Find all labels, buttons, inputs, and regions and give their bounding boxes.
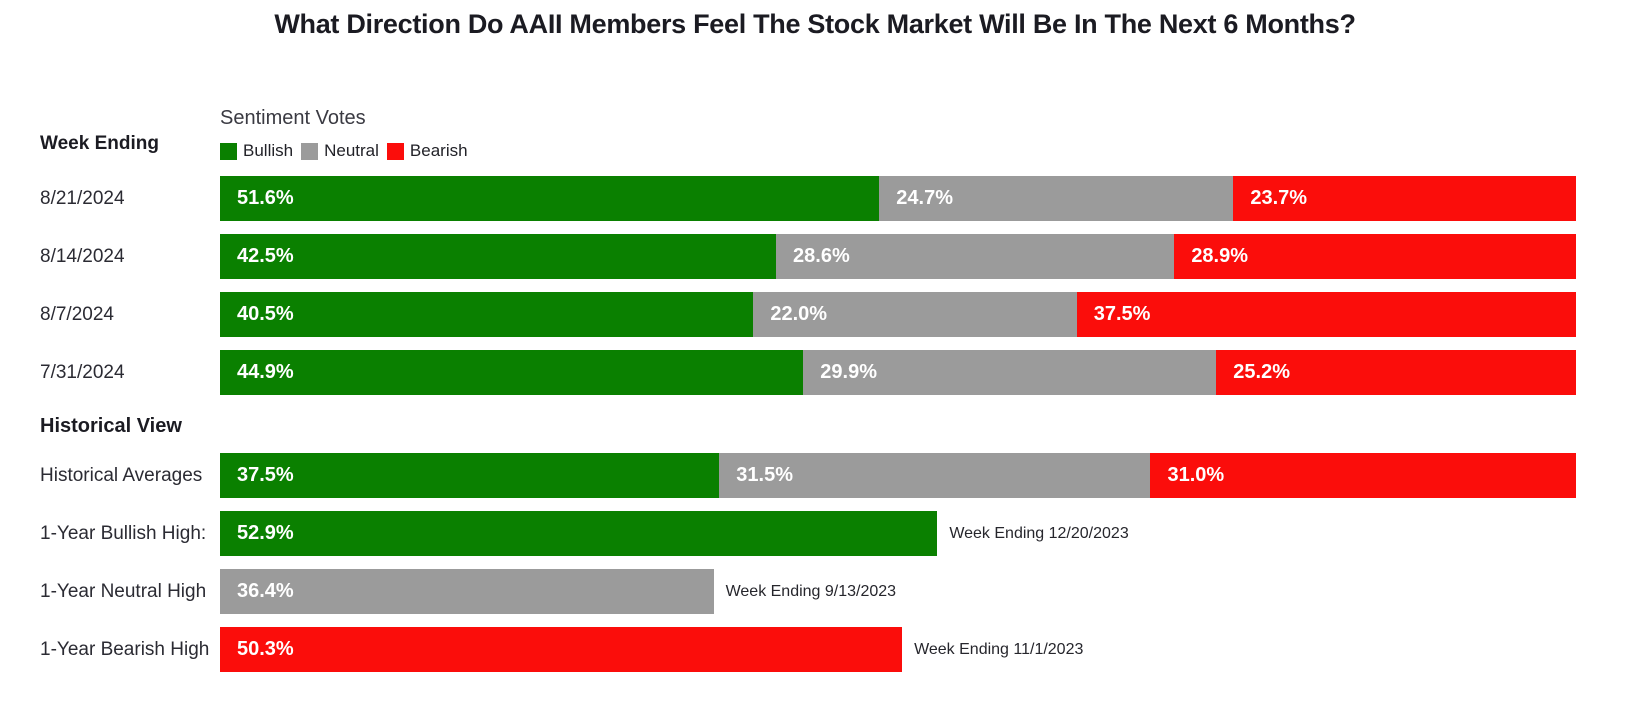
row-label: 8/14/2024 — [40, 245, 125, 267]
bar-track: 42.5% 28.6% 28.9% — [220, 234, 1576, 279]
bar-segment-neutral: 31.5% — [719, 453, 1151, 498]
bar-segment-bullish: 37.5% — [220, 453, 720, 498]
bar-value-label: 28.9% — [1191, 245, 1249, 267]
bar-value-label: 51.6% — [237, 187, 294, 209]
bar-annotation: Week Ending 12/20/2023 — [949, 524, 1129, 542]
bar-track: 51.6% 24.7% 23.7% — [220, 176, 1576, 221]
bar-annotation: Week Ending 9/13/2023 — [725, 582, 897, 600]
bar-value-label: 24.7% — [896, 187, 954, 209]
legend-item-label: Bearish — [409, 141, 468, 160]
bar-row: 8/21/2024 51.6% 24.7% 23.7% — [0, 176, 1630, 221]
bar-segment-bullish: 42.5% — [220, 234, 777, 279]
bar-segment-bearish: 37.5% — [1076, 292, 1576, 337]
bar-value-label: 36.4% — [237, 580, 294, 602]
bar-row: 1-Year Neutral High 36.4% Week Ending 9/13… — [0, 569, 1630, 614]
bar-value-label: 37.5% — [1093, 303, 1151, 325]
bar-track: 37.5% 31.5% 31.0% — [220, 453, 1576, 498]
row-label: 7/31/2024 — [40, 361, 125, 383]
legend-item-neutral: Neutral — [301, 141, 379, 161]
bar-value-label: 44.9% — [237, 361, 294, 383]
week-ending-header: Week Ending — [40, 133, 159, 154]
row-label: Historical Averages — [40, 464, 203, 486]
bar-segment-bearish: 23.7% — [1233, 176, 1576, 221]
row-label: 8/7/2024 — [40, 303, 114, 325]
bar-row: 7/31/2024 44.9% 29.9% 25.2% — [0, 350, 1630, 395]
legend-title: Sentiment Votes — [220, 107, 366, 129]
legend-items: Bullish Neutral Bearish — [220, 141, 468, 161]
chart-title: What Direction Do AAII Members Feel The … — [274, 9, 1356, 39]
bar-annotation: Week Ending 11/1/2023 — [914, 640, 1084, 658]
bullish-swatch-icon — [220, 142, 237, 160]
row-label: 1-Year Bearish High — [40, 638, 210, 660]
bar-value-label: 31.5% — [736, 464, 793, 486]
bar-segment-bullish: 52.9% — [220, 511, 938, 556]
bar-segment-bearish: 25.2% — [1216, 350, 1576, 395]
bar-segment-neutral: 28.6% — [776, 234, 1175, 279]
historical-view-header: Historical View — [40, 415, 182, 437]
bar-value-label: 40.5% — [237, 303, 294, 325]
bar-value-label: 29.9% — [820, 361, 877, 383]
legend-item-label: Bullish — [243, 141, 294, 160]
bar-row: 8/7/2024 40.5% 22.0% 37.5% — [0, 292, 1630, 337]
row-label: 1-Year Bullish High: — [40, 522, 207, 544]
bar-segment-neutral: 36.4% — [220, 569, 714, 614]
bar-segment-neutral: 24.7% — [879, 176, 1234, 221]
legend: Sentiment Votes Bullish Neutral Bearish — [220, 107, 468, 161]
legend-item-label: Neutral — [324, 141, 379, 160]
bar-segment-bullish: 40.5% — [220, 292, 754, 337]
bar-value-label: 23.7% — [1250, 187, 1308, 209]
bar-segment-bearish: 50.3% — [220, 627, 903, 672]
bar-row: 1-Year Bullish High: 52.9% Week Ending 12/… — [0, 511, 1630, 556]
bar-track: 44.9% 29.9% 25.2% — [220, 350, 1576, 395]
bar-value-label: 50.3% — [237, 638, 294, 660]
bar-segment-bullish: 51.6% — [220, 176, 880, 221]
bar-value-label: 28.6% — [793, 245, 850, 267]
bar-value-label: 42.5% — [237, 245, 294, 267]
bar-segment-bearish: 31.0% — [1150, 453, 1576, 498]
legend-item-bullish: Bullish — [220, 141, 293, 161]
bar-segment-bullish: 44.9% — [220, 350, 804, 395]
bar-row: Historical Averages 37.5% 31.5% 31.0% — [0, 453, 1630, 498]
bearish-swatch-icon — [386, 142, 404, 160]
bar-value-label: 22.0% — [770, 303, 828, 325]
bar-track: 50.3% Week Ending 11/1/2023 — [220, 627, 1576, 672]
row-label: 1-Year Neutral High — [40, 580, 207, 602]
bar-value-label: 25.2% — [1233, 361, 1291, 383]
bar-segment-neutral: 29.9% — [803, 350, 1217, 395]
row-label: 8/21/2024 — [40, 187, 125, 209]
historical-rows: Historical Averages 37.5% 31.5% 31.0% 1-Year… — [0, 453, 1630, 685]
bar-track: 40.5% 22.0% 37.5% — [220, 292, 1576, 337]
bar-track: 36.4% Week Ending 9/13/2023 — [220, 569, 1576, 614]
bar-segment-neutral: 22.0% — [753, 292, 1077, 337]
bar-row: 8/14/2024 42.5% 28.6% 28.9% — [0, 234, 1630, 279]
neutral-swatch-icon — [301, 142, 319, 160]
bar-value-label: 52.9% — [237, 522, 294, 544]
bar-segment-bearish: 28.9% — [1174, 234, 1576, 279]
bar-track: 52.9% Week Ending 12/20/2023 — [220, 511, 1576, 556]
legend-item-bearish: Bearish — [386, 141, 468, 161]
bar-row: 1-Year Bearish High 50.3% Week Ending 11/1… — [0, 627, 1630, 672]
weekly-rows: 8/21/2024 51.6% 24.7% 23.7% 8/14/2024 42.5% 28… — [0, 176, 1630, 408]
bar-value-label: 31.0% — [1167, 464, 1225, 486]
bar-value-label: 37.5% — [237, 464, 294, 486]
